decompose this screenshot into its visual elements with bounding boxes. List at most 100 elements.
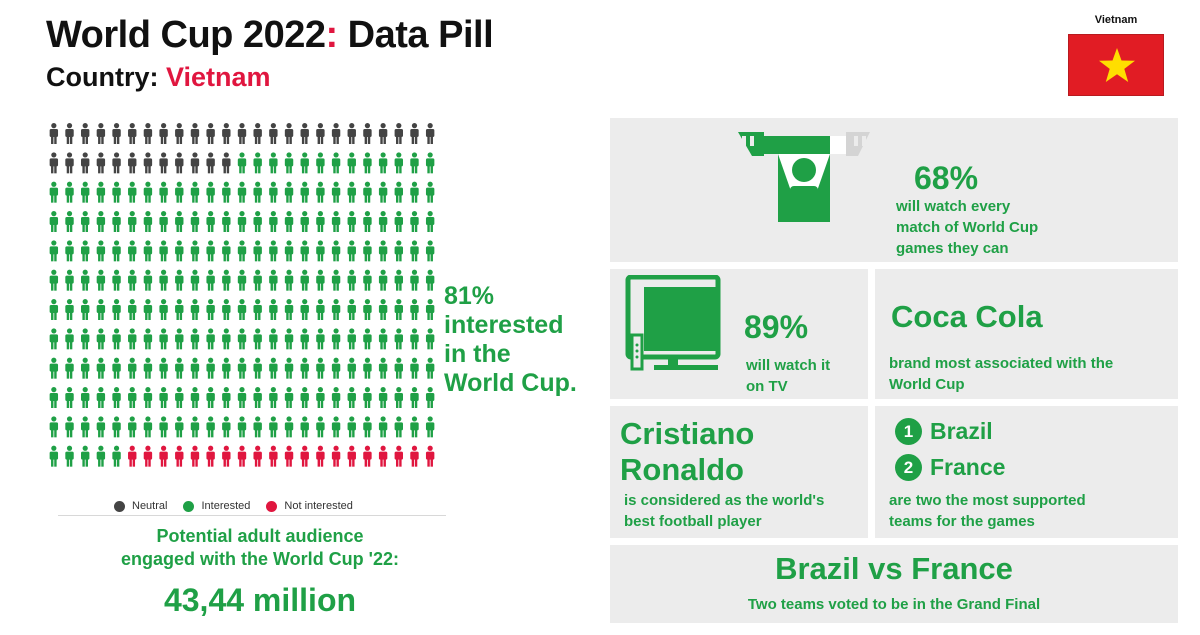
- person-icon-neutral: [300, 123, 309, 144]
- person-icon-interested: [410, 240, 419, 262]
- person-icon-interested: [394, 240, 403, 262]
- person-icon-interested: [316, 387, 325, 408]
- interested-dot-icon: [183, 500, 195, 512]
- person-icon-interested: [143, 328, 153, 350]
- person-icon-interested: [96, 328, 106, 350]
- player-name-line1: Cristiano: [620, 416, 755, 451]
- person-icon-interested: [190, 269, 200, 291]
- tv-text: will watch it on TV: [746, 355, 830, 397]
- person-icon-neutral: [175, 152, 184, 174]
- person-icon-neutral: [81, 152, 90, 174]
- person-icon-interested: [237, 299, 247, 320]
- person-icon-interested: [175, 240, 184, 262]
- person-icon-interested: [347, 357, 356, 379]
- person-icon-interested: [128, 387, 137, 408]
- person-icon-interested: [222, 357, 231, 379]
- person-icon-interested: [410, 328, 419, 350]
- person-icon-interested: [49, 387, 59, 408]
- person-icon-interested: [394, 152, 403, 174]
- tv-line1: will watch it: [746, 357, 831, 374]
- person-icon-neutral: [128, 152, 137, 174]
- person-icon-interested: [269, 152, 278, 174]
- person-icon-interested: [363, 269, 372, 291]
- person-icon-interested: [206, 299, 215, 320]
- person-icon-interested: [425, 269, 435, 291]
- person-icon-interested: [65, 416, 74, 438]
- person-icon-interested: [175, 269, 184, 291]
- person-icon-interested: [269, 240, 278, 262]
- person-icon-neutral: [96, 123, 106, 144]
- watch-every-line1: will watch every: [896, 198, 1011, 215]
- person-icon-interested: [65, 181, 74, 203]
- person-icon-neutral: [316, 123, 325, 144]
- person-icon-not-interested: [410, 445, 419, 467]
- person-icon-interested: [378, 269, 388, 291]
- person-icon-not-interested: [175, 445, 184, 467]
- person-icon-interested: [425, 357, 435, 379]
- person-icon-interested: [425, 152, 435, 174]
- person-icon-not-interested: [269, 445, 278, 467]
- person-icon-interested: [347, 152, 356, 174]
- watch-every-text: will watch every match of World Cup game…: [896, 196, 1038, 259]
- person-icon-interested: [96, 387, 106, 408]
- person-icon-interested: [284, 416, 294, 438]
- person-icon-not-interested: [394, 445, 403, 467]
- person-icon-interested: [316, 211, 325, 232]
- person-icon-interested: [284, 299, 294, 320]
- person-icon-not-interested: [347, 445, 356, 467]
- person-icon-interested: [410, 416, 419, 438]
- rank-one-badge: 1: [895, 418, 922, 445]
- person-icon-neutral: [112, 152, 121, 174]
- person-icon-interested: [269, 416, 278, 438]
- person-icon-interested: [300, 416, 309, 438]
- person-icon-interested: [394, 328, 403, 350]
- person-icon-interested: [65, 269, 74, 291]
- person-icon-interested: [143, 387, 153, 408]
- person-icon-interested: [378, 328, 388, 350]
- person-icon-interested: [175, 299, 184, 320]
- person-icon-interested: [300, 211, 309, 232]
- person-icon-interested: [410, 299, 419, 320]
- person-icon-interested: [190, 387, 200, 408]
- person-icon-interested: [190, 328, 200, 350]
- person-icon-interested: [425, 416, 435, 438]
- person-icon-interested: [159, 357, 168, 379]
- person-icon-interested: [378, 299, 388, 320]
- person-icon-neutral: [175, 123, 184, 144]
- person-icon-interested: [237, 269, 247, 291]
- person-icon-not-interested: [425, 445, 435, 467]
- interest-stat: 81% interested in the World Cup.: [444, 282, 577, 398]
- player-name-line2: Ronaldo: [620, 452, 744, 487]
- person-icon-interested: [222, 211, 231, 232]
- person-icon-interested: [363, 299, 372, 320]
- person-icon-interested: [284, 240, 294, 262]
- person-icon-interested: [206, 240, 215, 262]
- person-icon-interested: [128, 181, 137, 203]
- person-icon-neutral: [378, 123, 388, 144]
- person-icon-interested: [378, 152, 388, 174]
- person-icon-interested: [284, 357, 294, 379]
- person-icon-interested: [112, 240, 121, 262]
- person-icon-interested: [96, 211, 106, 232]
- person-icon-interested: [316, 240, 325, 262]
- person-icon-interested: [394, 269, 403, 291]
- person-icon-interested: [190, 357, 200, 379]
- person-icon-interested: [81, 357, 90, 379]
- person-icon-interested: [347, 328, 356, 350]
- person-icon-interested: [331, 269, 341, 291]
- person-icon-interested: [96, 240, 106, 262]
- player-name: Cristiano Ronaldo: [620, 416, 754, 488]
- person-icon-interested: [331, 152, 341, 174]
- person-icon-interested: [81, 211, 90, 232]
- person-icon-interested: [143, 416, 153, 438]
- person-icon-interested: [128, 299, 137, 320]
- person-icon-interested: [347, 416, 356, 438]
- star-icon: [1099, 48, 1135, 82]
- person-icon-interested: [269, 387, 278, 408]
- person-icon-neutral: [159, 123, 168, 144]
- person-icon-interested: [49, 211, 59, 232]
- person-icon-interested: [81, 387, 90, 408]
- person-icon-interested: [300, 240, 309, 262]
- person-icon-interested: [316, 299, 325, 320]
- person-icon-neutral: [269, 123, 278, 144]
